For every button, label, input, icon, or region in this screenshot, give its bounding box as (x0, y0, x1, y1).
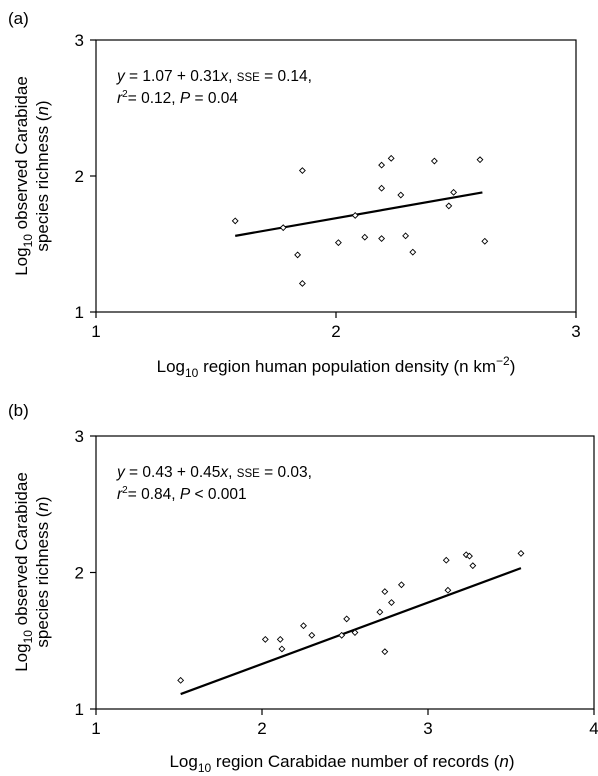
panel-a-data-point (476, 156, 484, 164)
panel-b-data-point (300, 622, 307, 630)
panel-b-data-point (517, 549, 525, 557)
panel-a-stats: r2= 0.12, P = 0.04 (117, 89, 238, 107)
panel-a-data-point (298, 167, 306, 174)
panel-a: (a) 1 2 3 1 2 3 y = 1.07 + 0.31x, SSE = 0.14,… (8, 9, 581, 380)
panel-b-data-point (444, 586, 452, 594)
panel-b-stats: r2= 0.84, P < 0.001 (117, 485, 247, 503)
panel-a-y-tick-label: 2 (75, 167, 84, 186)
panel-b-y-axis-title-line2: species richness (n) (33, 496, 52, 647)
panel-b-data-point (398, 581, 405, 589)
panel-b-y-tick-label: 1 (75, 700, 84, 719)
panel-b-y-tick-label: 2 (75, 564, 84, 583)
panel-a-ticks: 1 2 3 1 2 3 (75, 31, 581, 341)
panel-b-data-point (381, 648, 389, 656)
panel-a-data-point (279, 224, 287, 232)
panel-a-data-point (361, 233, 369, 241)
panel-a-data-point (409, 248, 417, 256)
panel-b-data-point (376, 608, 384, 616)
panel-a-data-point (481, 237, 489, 245)
panel-b-data-point (278, 645, 286, 653)
panel-b-x-axis-title: Log10 region Carabidae number of records… (169, 752, 514, 775)
panel-b-data-point (308, 631, 316, 639)
panel-b-data-point (261, 635, 269, 643)
panel-b-data-point (462, 551, 470, 559)
panel-a-y-axis-title-line1: Log10 observed Carabidae (12, 76, 35, 276)
panel-a-data-point (397, 191, 405, 199)
panel-b-ticks: 1 2 3 4 1 2 3 (75, 427, 598, 738)
panel-a-data-point (378, 161, 386, 169)
panel-b-equation: y = 0.43 + 0.45x, SSE = 0.03, (116, 464, 312, 481)
panel-a-data-point (231, 217, 239, 225)
panel-a-data-point (378, 235, 386, 242)
panel-a-x-axis-title: Log10 region human population density (n… (157, 354, 516, 380)
panel-a-data-point (294, 251, 302, 259)
panel-a-data-point (334, 239, 342, 247)
panel-b-data-point (276, 635, 284, 643)
panel-b-label: (b) (8, 401, 29, 420)
panel-a-regression-line (235, 191, 483, 237)
panel-a-data-point (387, 154, 395, 162)
panel-b-y-tick-label: 3 (75, 427, 84, 446)
panel-b-marks (177, 549, 525, 696)
panel-b-x-tick-label: 4 (589, 719, 598, 738)
panel-a-y-axis-title-line2: species richness (n) (33, 100, 52, 251)
panel-b-data-point (442, 556, 450, 564)
panel-a-equation: y = 1.07 + 0.31x, SSE = 0.14, (116, 68, 312, 85)
panel-b-y-axis-title-line1: Log10 observed Carabidae (12, 472, 35, 672)
panel-b-data-point (338, 631, 346, 639)
panel-a-y-tick-label: 3 (75, 31, 84, 50)
panel-b-data-point (177, 676, 185, 684)
panel-a-data-point (402, 232, 410, 240)
panel-a-y-tick-label: 1 (75, 303, 84, 322)
panel-a-label: (a) (8, 9, 29, 28)
panel-a-data-point (450, 188, 458, 196)
panel-a-data-point (298, 280, 306, 287)
panel-b-data-point (388, 599, 395, 606)
panel-b-x-tick-label: 2 (257, 719, 266, 738)
panel-b-data-point (343, 615, 351, 623)
panel-b-regression-line (180, 567, 522, 696)
panel-a-data-point (445, 202, 453, 210)
panel-a-x-tick-label: 2 (331, 322, 340, 341)
panel-b: (b) 1 2 3 4 1 2 3 y = 0.43 + 0.45x, SSE = 0.03… (8, 401, 598, 775)
panel-b-data-point (466, 552, 473, 560)
panel-a-x-tick-label: 1 (91, 322, 100, 341)
panel-a-data-point (378, 184, 386, 192)
panel-a-x-tick-label: 3 (571, 322, 580, 341)
panel-b-data-point (351, 629, 359, 636)
panel-b-data-point (469, 562, 477, 570)
panel-b-x-tick-label: 3 (423, 719, 432, 738)
panel-a-data-point (430, 157, 438, 165)
panel-b-data-point (381, 588, 389, 596)
panel-a-marks (231, 154, 489, 287)
panel-b-x-tick-label: 1 (91, 719, 100, 738)
panel-a-data-point (351, 212, 359, 219)
